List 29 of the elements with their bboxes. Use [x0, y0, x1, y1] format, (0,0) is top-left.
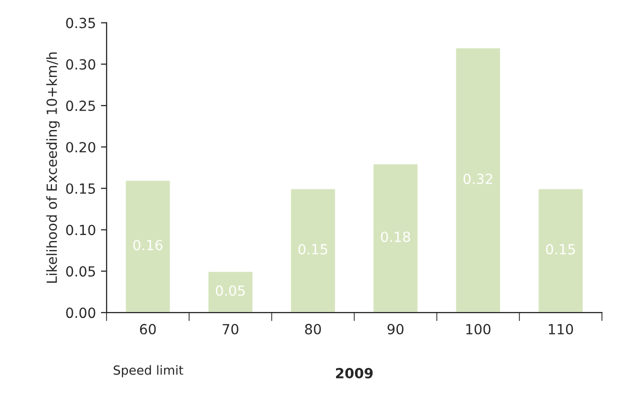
y-tick-label: 0.05	[66, 266, 95, 277]
data-label: 0.18	[380, 232, 410, 242]
y-tick-label: 0.35	[66, 18, 95, 28]
bar	[454, 46, 502, 313]
bar	[124, 179, 172, 313]
x-tick-label: 90	[388, 324, 404, 334]
bar	[537, 188, 584, 313]
y-tick-label: 0.10	[66, 224, 96, 236]
data-label: 0.16	[133, 240, 162, 250]
x-tick-label: 100	[466, 324, 490, 334]
x-tick-label: 60	[140, 324, 156, 334]
y-tick-label: 0.25	[66, 100, 95, 112]
bar	[290, 188, 336, 313]
y-tick-label: 0.15	[66, 183, 95, 194]
y-tick-label: 0.20	[66, 142, 96, 152]
x-axis-title: 2009	[336, 368, 373, 378]
data-label: 0.32	[464, 174, 492, 184]
data-label: 0.15	[298, 244, 328, 254]
data-label: 0.15	[546, 244, 575, 254]
data-label: 0.05	[216, 285, 245, 296]
bar	[207, 270, 254, 313]
x-tick-label: 110	[548, 324, 573, 334]
y-tick-label: 0.30	[66, 59, 96, 70]
x-tick-label: 70	[222, 324, 238, 334]
text: Speed limit	[114, 365, 184, 378]
y-axis-title: Likelihood of Exceeding 10+km/h	[46, 52, 60, 283]
y-tick-label: 0.00	[66, 308, 96, 318]
x-tick-label: 80	[305, 324, 321, 334]
bar	[372, 162, 419, 313]
